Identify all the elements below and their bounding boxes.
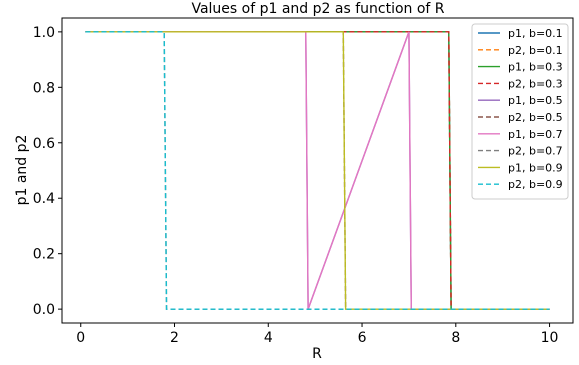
y-tick-label: 0.2: [33, 247, 55, 263]
legend-label: p1, b=0.5: [508, 94, 563, 107]
series-line-10: [85, 31, 550, 310]
y-tick-label: 0.8: [33, 80, 55, 96]
y-tick-label: 0.0: [33, 302, 55, 318]
y-axis: 0.0 0.2 0.4 0.6 0.8 1.0: [33, 25, 62, 318]
plot-frame: [61, 17, 574, 324]
x-tick-label: 2: [170, 330, 179, 346]
y-tick-label: 1.0: [33, 25, 55, 41]
y-tick-label: 0.4: [33, 191, 55, 207]
y-tick-label: 0.6: [33, 136, 55, 152]
series-line-9: [85, 31, 550, 310]
x-tick-label: 0: [76, 330, 85, 346]
legend-label: p1, b=0.3: [508, 61, 563, 74]
legend-label: p1, b=0.9: [508, 161, 563, 174]
legend-label: p2, b=0.1: [508, 44, 563, 57]
legend: p1, b=0.1 p2, b=0.1 p1, b=0.3 p2, b=0.3 p1, …: [471, 23, 569, 200]
x-tick-label: 6: [358, 330, 367, 346]
legend-label: p2, b=0.7: [508, 145, 563, 158]
series-layer: [85, 31, 550, 310]
x-tick-label: 10: [541, 330, 559, 346]
y-axis-label: p1 and p2: [14, 135, 30, 206]
legend-box: [471, 23, 569, 200]
legend-label: p1, b=0.7: [508, 128, 563, 141]
legend-label: p2, b=0.9: [508, 178, 563, 191]
legend-label: p1, b=0.1: [508, 27, 563, 40]
x-axis: 0 2 4 6 8 10: [76, 323, 558, 346]
x-tick-label: 4: [264, 330, 273, 346]
chart-title: Values of p1 and p2 as function of R: [191, 1, 444, 17]
x-axis-label: R: [312, 346, 322, 362]
legend-label: p2, b=0.5: [508, 111, 563, 124]
legend-label: p2, b=0.3: [508, 77, 563, 90]
x-tick-label: 8: [451, 330, 460, 346]
